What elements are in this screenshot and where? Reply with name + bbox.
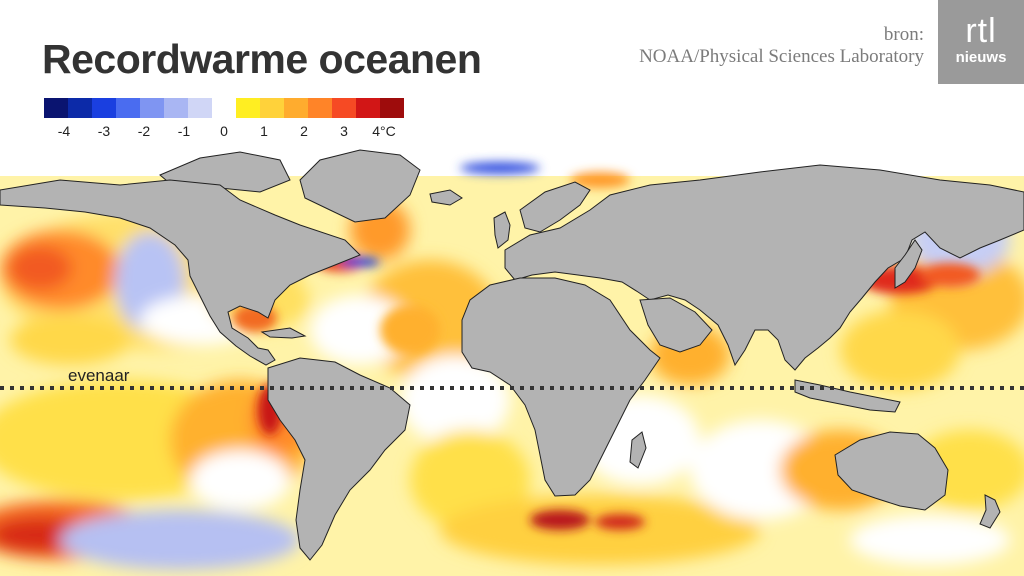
legend-tick-label: 1 [260,123,268,139]
europe-asia [504,164,1024,371]
scandinavia [519,181,591,233]
south-america [267,357,411,561]
legend-swatch [68,98,92,118]
japan [894,239,923,289]
legend-tick-label: 0 [220,123,228,139]
legend-swatch [92,98,116,118]
legend-swatch [260,98,284,118]
greenland [299,149,421,223]
legend-swatch [140,98,164,118]
logo-bottom-text: nieuws [955,49,1007,66]
equator-label: evenaar [68,366,130,385]
legend-tick-label: 2 [300,123,308,139]
legend-swatch [164,98,188,118]
legend-tick-label: 4°C [372,123,396,139]
temperature-legend: -4 -3 -2 -1 0 1 2 3 4°C [44,98,404,143]
logo-top-text: rtl [965,12,997,50]
legend-swatch [308,98,332,118]
legend-swatch [356,98,380,118]
legend-tick-label: -4 [57,123,71,139]
legend-tick-label: -1 [177,123,191,139]
rtl-nieuws-logo: rtl nieuws [938,0,1024,84]
legend-tick-label: 3 [340,123,348,139]
legend-swatch [188,98,212,118]
australia [834,431,949,511]
great-britain [493,211,511,249]
legend-tick-label: -2 [137,123,151,139]
legend-swatch [44,98,68,118]
cuba [260,327,307,339]
legend-swatch [236,98,260,118]
legend-color-bar [44,98,404,118]
iceland [429,189,463,206]
source-name: NOAA/Physical Sciences Laboratory [639,46,924,67]
legend-tick-label: -3 [97,123,111,139]
legend-swatch [212,98,236,118]
legend-swatch [380,98,404,118]
madagascar [629,431,647,469]
legend-swatch [116,98,140,118]
arabian-peninsula [639,297,713,353]
new-zealand [979,494,1001,529]
page-title: Recordwarme oceanen [42,36,482,82]
legend-swatch [332,98,356,118]
legend-swatch [284,98,308,118]
legend-tick-labels: -4 -3 -2 -1 0 1 2 3 4°C [44,123,404,143]
source-credit: bron: NOAA/Physical Sciences Laboratory [639,24,924,68]
source-prefix: bron: [883,24,924,45]
north-america [0,179,361,366]
